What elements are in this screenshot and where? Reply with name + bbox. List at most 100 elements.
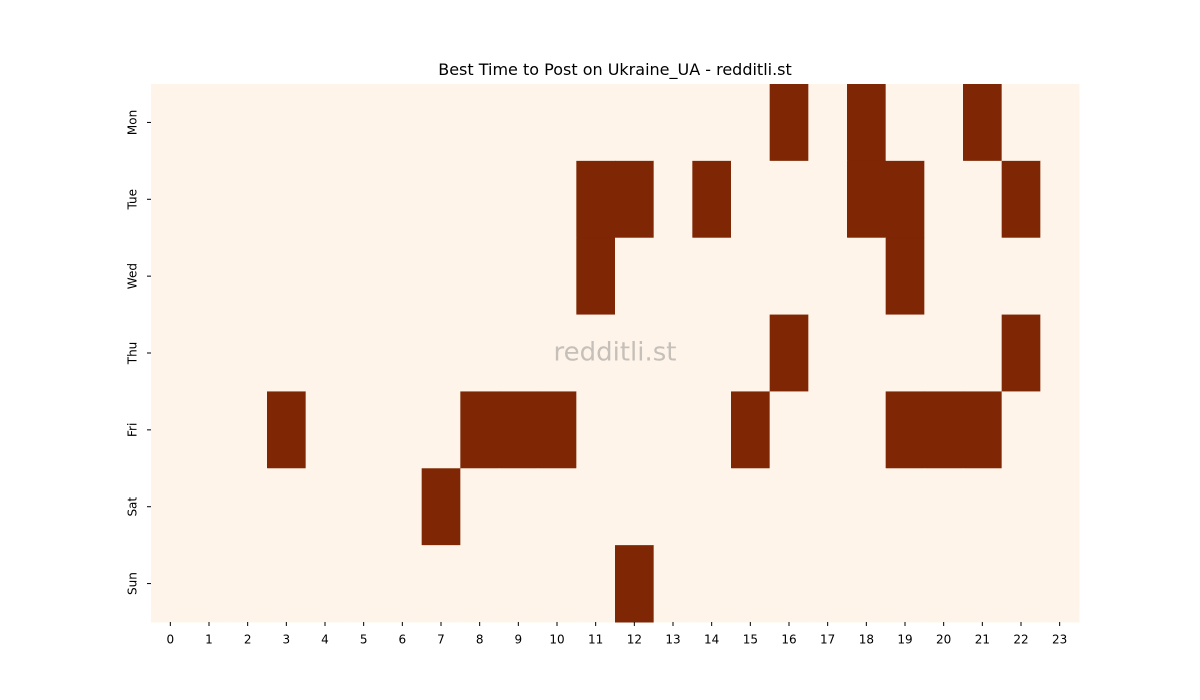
heat-cell (653, 237, 693, 316)
heat-cell (1001, 545, 1041, 623)
heat-cell (305, 468, 345, 546)
heat-cell (847, 545, 887, 623)
heat-cell (769, 391, 809, 469)
heat-cell (924, 545, 964, 623)
heat-cell (576, 545, 616, 623)
heat-cell (460, 84, 500, 162)
heat-cell (769, 545, 809, 623)
heat-cell (576, 84, 616, 162)
heat-cell (653, 160, 693, 239)
heat-cell (1001, 160, 1041, 239)
heat-cell (305, 160, 345, 239)
heat-cell (267, 391, 307, 469)
heat-cell (151, 237, 191, 316)
x-tick-label: 14 (704, 633, 719, 647)
y-tick-label: Mon (126, 110, 140, 135)
x-tick-label: 4 (321, 633, 329, 647)
heat-cell (615, 160, 655, 239)
heat-cell (692, 160, 732, 239)
heat-cell (228, 545, 268, 623)
heat-cell (847, 468, 887, 546)
heat-cell (460, 391, 500, 469)
heat-cell (1040, 237, 1080, 316)
heat-cell (305, 545, 345, 623)
heat-cell (653, 391, 693, 469)
x-tick-label: 21 (975, 633, 990, 647)
heat-cell (537, 314, 577, 392)
heat-cell (344, 391, 384, 469)
heat-cell (1040, 84, 1080, 162)
x-tick-label: 12 (627, 633, 642, 647)
y-tick-label: Tue (126, 189, 140, 211)
heat-cell (344, 160, 384, 239)
heat-cell (189, 391, 229, 469)
y-tick-label: Sun (126, 572, 140, 595)
heat-cell (576, 160, 616, 239)
heat-cell (189, 314, 229, 392)
heat-cell (885, 468, 925, 546)
heat-cell (769, 314, 809, 392)
heat-cell (499, 468, 539, 546)
heat-cell (963, 468, 1003, 546)
heat-cell (460, 545, 500, 623)
heat-cell (769, 160, 809, 239)
heat-cell (885, 237, 925, 316)
heat-cell (615, 545, 655, 623)
heat-cell (808, 160, 848, 239)
heat-cell (653, 468, 693, 546)
heat-cell (576, 391, 616, 469)
heat-cell (963, 160, 1003, 239)
x-tick-label: 10 (549, 633, 564, 647)
heat-cell (305, 314, 345, 392)
heat-cell (692, 468, 732, 546)
heat-cell (808, 468, 848, 546)
heat-cell (885, 545, 925, 623)
heat-cell (537, 237, 577, 316)
heat-cell (731, 314, 771, 392)
heat-cell (267, 84, 307, 162)
heat-cell (808, 391, 848, 469)
heat-cell (460, 314, 500, 392)
x-tick-label: 13 (665, 633, 680, 647)
heat-cell (924, 237, 964, 316)
heat-cell (808, 237, 848, 316)
heat-cell (228, 314, 268, 392)
heat-cell (963, 545, 1003, 623)
heat-cell (1040, 160, 1080, 239)
heat-cell (189, 84, 229, 162)
heat-cell (615, 84, 655, 162)
x-tick-label: 22 (1013, 633, 1028, 647)
heat-cell (344, 84, 384, 162)
heat-cell (1040, 314, 1080, 392)
heat-cell (537, 468, 577, 546)
heat-cell (305, 84, 345, 162)
heat-cell (383, 237, 423, 316)
x-tick-label: 0 (167, 633, 175, 647)
heat-cell (499, 314, 539, 392)
heat-cell (383, 160, 423, 239)
heat-cell (460, 160, 500, 239)
heat-cell (267, 237, 307, 316)
heat-cell (228, 391, 268, 469)
heat-cell (383, 391, 423, 469)
heat-cell (731, 84, 771, 162)
heat-cell (228, 468, 268, 546)
x-tick-label: 19 (897, 633, 912, 647)
heat-cell (228, 237, 268, 316)
heat-cell (421, 237, 461, 316)
heat-cell (924, 468, 964, 546)
heat-cell (731, 160, 771, 239)
heat-cell (460, 237, 500, 316)
heat-cell (499, 237, 539, 316)
heat-cell (305, 391, 345, 469)
heat-cell (383, 84, 423, 162)
heat-cell (885, 391, 925, 469)
y-tick-label: Wed (126, 263, 140, 289)
y-tick-label: Fri (126, 423, 140, 437)
heat-cell (537, 84, 577, 162)
heat-cell (924, 314, 964, 392)
heat-cell (383, 468, 423, 546)
heat-cell (808, 314, 848, 392)
heat-cell (151, 160, 191, 239)
